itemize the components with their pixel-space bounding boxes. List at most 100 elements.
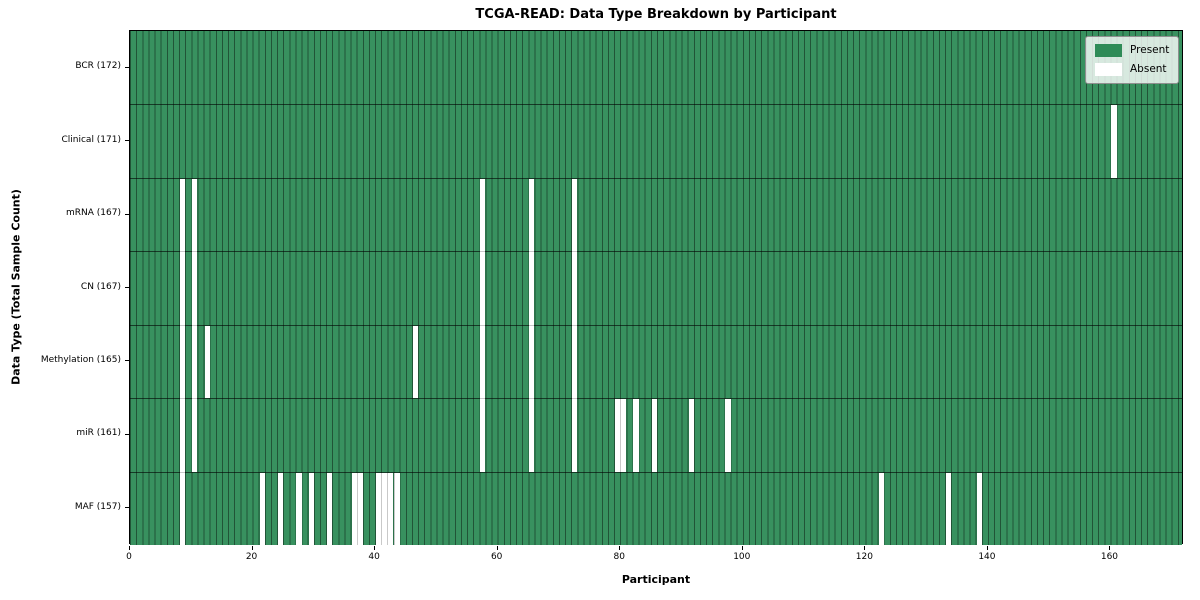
heatmap-row-Clinical xyxy=(130,104,1182,178)
absent-cell-mRNA-p72 xyxy=(572,178,578,252)
row-separator xyxy=(130,251,1182,253)
absent-cell-Methylation-p65 xyxy=(529,324,535,399)
absent-cell-MAF-p40 xyxy=(376,472,382,545)
x-axis-tick xyxy=(129,546,130,550)
row-separator xyxy=(130,471,1182,473)
y-axis-tick xyxy=(125,140,129,142)
absent-cell-miR-p80 xyxy=(620,399,627,472)
y-axis-tick xyxy=(125,433,129,435)
row-separator xyxy=(130,398,1182,400)
x-axis-title: Participant xyxy=(621,573,691,586)
absent-cell-MAF-p41 xyxy=(381,472,388,545)
absent-cell-mRNA-p10 xyxy=(192,178,198,252)
legend-swatch-absent-icon xyxy=(1095,63,1122,76)
absent-cell-miR-p72 xyxy=(572,398,578,472)
absent-cell-miR-p8 xyxy=(180,398,186,472)
x-tick-label: 140 xyxy=(978,552,996,562)
absent-cell-MAF-p133 xyxy=(946,472,952,545)
absent-cell-MAF-p24 xyxy=(278,472,284,545)
absent-cell-miR-p79 xyxy=(615,399,621,472)
absent-cell-miR-p85 xyxy=(651,399,657,472)
legend-entry-present: Present xyxy=(1095,44,1169,57)
x-axis-tick xyxy=(374,546,376,550)
row-separator xyxy=(130,104,1182,106)
absent-cell-CN-p10 xyxy=(192,251,198,325)
absent-cell-mRNA-p8 xyxy=(180,178,186,252)
y-tick-label-mRNA: mRNA (167) xyxy=(66,208,121,219)
y-tick-label-CN: CN (167) xyxy=(80,281,121,292)
legend: Present Absent xyxy=(1085,36,1180,84)
absent-cell-miR-p91 xyxy=(688,399,694,472)
absent-cell-miR-p65 xyxy=(529,398,535,472)
absent-cell-miR-p10 xyxy=(192,398,198,472)
x-axis-tick xyxy=(251,546,253,550)
absent-cell-MAF-p122 xyxy=(878,472,884,545)
absent-cell-MAF-p37 xyxy=(356,472,363,545)
plot-area xyxy=(129,30,1183,545)
x-tick-label: 60 xyxy=(490,552,503,562)
x-axis-tick xyxy=(496,546,498,550)
absent-cell-Methylation-p10 xyxy=(192,324,198,399)
absent-cell-Methylation-p72 xyxy=(572,324,578,399)
y-tick-label-Clinical: Clinical (171) xyxy=(61,134,121,145)
absent-cell-MAF-p21 xyxy=(259,472,265,545)
legend-swatch-present-icon xyxy=(1095,44,1122,57)
x-tick-label: 20 xyxy=(245,552,258,562)
absent-cell-MAF-p32 xyxy=(327,472,333,545)
heatmap-row-MAF xyxy=(130,471,1182,545)
absent-cell-CN-p72 xyxy=(572,251,578,325)
x-tick-label: 80 xyxy=(613,552,625,562)
y-axis-tick xyxy=(125,213,129,215)
heatmap-row-BCR xyxy=(130,31,1182,105)
y-tick-label-MAF: MAF (157) xyxy=(74,501,121,512)
x-axis-tick xyxy=(864,546,866,550)
row-separator xyxy=(130,177,1182,179)
absent-cell-MAF-p138 xyxy=(976,472,982,545)
chart-title: TCGA-READ: Data Type Breakdown by Partic… xyxy=(475,7,837,22)
x-axis-tick xyxy=(619,546,621,550)
y-tick-label-Methylation: Methylation (165) xyxy=(40,354,121,365)
absent-cell-Methylation-p8 xyxy=(180,324,186,399)
absent-cell-mRNA-p65 xyxy=(529,178,535,252)
absent-cell-Methylation-p12 xyxy=(204,325,210,399)
legend-entry-absent: Absent xyxy=(1095,63,1169,76)
absent-cell-Methylation-p46 xyxy=(412,325,418,399)
y-axis-tick xyxy=(125,66,129,68)
x-tick-label: 0 xyxy=(126,552,132,562)
row-separator xyxy=(130,324,1182,326)
x-axis-tick xyxy=(741,546,743,550)
heatmap-row-Methylation xyxy=(130,324,1182,399)
absent-cell-MAF-p29 xyxy=(308,472,314,545)
absent-cell-Methylation-p57 xyxy=(480,324,486,399)
x-tick-label: 40 xyxy=(368,552,380,562)
absent-cell-CN-p8 xyxy=(180,251,186,325)
absent-cell-CN-p65 xyxy=(529,251,535,325)
absent-cell-miR-p97 xyxy=(725,399,731,472)
y-axis-tick xyxy=(125,507,129,509)
absent-cell-MAF-p8 xyxy=(180,471,186,545)
legend-label-present: Present xyxy=(1130,44,1170,56)
absent-cell-miR-p82 xyxy=(633,399,639,472)
absent-cell-miR-p57 xyxy=(480,398,486,472)
heatmap-row-CN xyxy=(130,251,1182,325)
x-axis-tick xyxy=(986,546,988,550)
absent-cell-CN-p57 xyxy=(480,251,486,325)
y-tick-label-miR: miR (161) xyxy=(76,428,121,439)
y-axis-tick xyxy=(125,360,129,362)
absent-cell-Clinical-p160 xyxy=(1111,105,1117,178)
absent-cell-MAF-p27 xyxy=(296,472,302,545)
x-axis-tick xyxy=(1109,546,1111,550)
heatmap-row-mRNA xyxy=(130,177,1182,252)
x-tick-label: 100 xyxy=(733,552,751,562)
x-tick-label: 120 xyxy=(855,552,873,562)
absent-cell-mRNA-p57 xyxy=(480,178,486,252)
legend-label-absent: Absent xyxy=(1130,63,1167,75)
y-axis-tick xyxy=(125,287,129,288)
absent-cell-MAF-p43 xyxy=(393,472,400,545)
x-tick-label: 160 xyxy=(1100,552,1119,562)
absent-cell-MAF-p42 xyxy=(387,472,394,545)
absent-cell-MAF-p36 xyxy=(351,472,357,545)
heatmap-row-miR xyxy=(130,398,1182,472)
y-tick-label-BCR: BCR (172) xyxy=(75,61,121,72)
